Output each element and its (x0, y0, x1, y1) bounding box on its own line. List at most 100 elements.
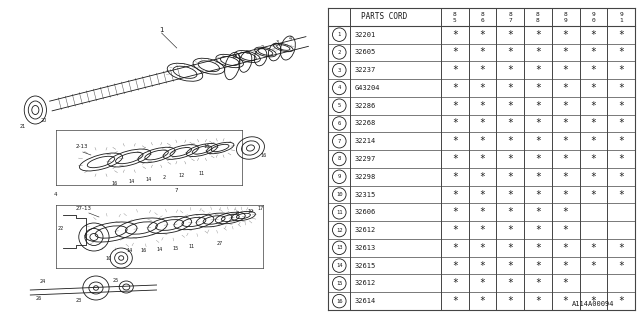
Text: *: * (452, 225, 458, 235)
Text: 14: 14 (128, 179, 134, 184)
Text: *: * (452, 243, 458, 253)
Text: *: * (591, 47, 596, 57)
Text: 4: 4 (54, 192, 58, 197)
Text: *: * (508, 296, 513, 306)
Text: *: * (535, 243, 541, 253)
Text: *: * (535, 278, 541, 288)
Text: PARTS CORD: PARTS CORD (362, 12, 408, 21)
Text: *: * (618, 136, 624, 146)
Text: 8: 8 (536, 12, 540, 17)
Text: *: * (479, 278, 485, 288)
Text: *: * (508, 118, 513, 128)
Text: *: * (452, 30, 458, 40)
Text: *: * (591, 296, 596, 306)
Text: *: * (508, 225, 513, 235)
Text: 8: 8 (536, 18, 540, 23)
Text: *: * (618, 189, 624, 200)
Text: *: * (618, 296, 624, 306)
Text: *: * (479, 30, 485, 40)
Text: *: * (452, 189, 458, 200)
Text: *: * (508, 83, 513, 93)
Text: 16: 16 (111, 181, 117, 186)
Text: 12: 12 (179, 173, 185, 178)
Text: *: * (535, 154, 541, 164)
Text: 8: 8 (236, 211, 239, 216)
Text: *: * (535, 65, 541, 75)
Text: 13: 13 (336, 245, 342, 250)
Text: 27-13: 27-13 (76, 206, 92, 211)
Text: 14: 14 (336, 263, 342, 268)
Text: 8: 8 (481, 12, 484, 17)
Text: 32613: 32613 (355, 245, 376, 251)
Text: 16: 16 (260, 153, 267, 158)
Text: 0: 0 (591, 18, 595, 23)
Text: 18: 18 (231, 54, 237, 59)
Text: 7: 7 (175, 188, 179, 193)
Text: *: * (479, 154, 485, 164)
Text: 4: 4 (338, 85, 341, 91)
Text: 11: 11 (199, 171, 205, 176)
Text: *: * (535, 118, 541, 128)
Text: 9: 9 (564, 18, 568, 23)
Text: *: * (479, 296, 485, 306)
Text: *: * (508, 101, 513, 111)
Text: 1: 1 (159, 27, 164, 33)
Text: *: * (479, 118, 485, 128)
Text: *: * (479, 225, 485, 235)
Text: *: * (563, 243, 568, 253)
Text: 32214: 32214 (355, 138, 376, 144)
Text: 9: 9 (246, 50, 249, 55)
Text: 8: 8 (453, 12, 456, 17)
Text: 9: 9 (338, 174, 341, 179)
Text: *: * (563, 207, 568, 217)
Text: 16: 16 (140, 248, 147, 253)
Text: *: * (508, 207, 513, 217)
Text: *: * (618, 30, 624, 40)
Text: *: * (563, 296, 568, 306)
Text: *: * (508, 136, 513, 146)
Text: *: * (535, 101, 541, 111)
Text: *: * (508, 189, 513, 200)
Text: 10: 10 (106, 256, 112, 261)
Text: *: * (452, 118, 458, 128)
Text: *: * (508, 260, 513, 271)
Text: *: * (508, 172, 513, 182)
Text: 2: 2 (163, 175, 166, 180)
Text: 15: 15 (336, 281, 342, 286)
Text: *: * (479, 189, 485, 200)
Text: 3: 3 (275, 40, 278, 45)
Text: 14: 14 (145, 177, 152, 182)
Text: *: * (535, 47, 541, 57)
Text: *: * (563, 189, 568, 200)
Text: *: * (618, 172, 624, 182)
Text: 32615: 32615 (355, 263, 376, 268)
Text: 2-13: 2-13 (76, 144, 88, 149)
Text: *: * (591, 83, 596, 93)
Text: *: * (563, 30, 568, 40)
Text: *: * (452, 154, 458, 164)
Text: *: * (479, 65, 485, 75)
Text: *: * (535, 296, 541, 306)
Text: *: * (563, 154, 568, 164)
Text: *: * (452, 83, 458, 93)
Text: *: * (535, 260, 541, 271)
Text: 7: 7 (338, 139, 341, 144)
Text: *: * (479, 47, 485, 57)
Text: *: * (452, 260, 458, 271)
Text: 5: 5 (338, 103, 341, 108)
Text: 3: 3 (338, 68, 341, 73)
Text: 8: 8 (564, 12, 568, 17)
Text: *: * (535, 207, 541, 217)
Text: *: * (591, 260, 596, 271)
Text: *: * (591, 101, 596, 111)
Text: 27: 27 (217, 241, 223, 246)
Text: 23: 23 (76, 298, 82, 303)
Text: 8: 8 (338, 156, 341, 162)
Text: *: * (591, 65, 596, 75)
Text: *: * (508, 243, 513, 253)
Text: 14: 14 (126, 248, 132, 253)
Text: *: * (479, 136, 485, 146)
Text: *: * (452, 296, 458, 306)
Text: 20: 20 (40, 118, 47, 123)
Text: *: * (591, 136, 596, 146)
